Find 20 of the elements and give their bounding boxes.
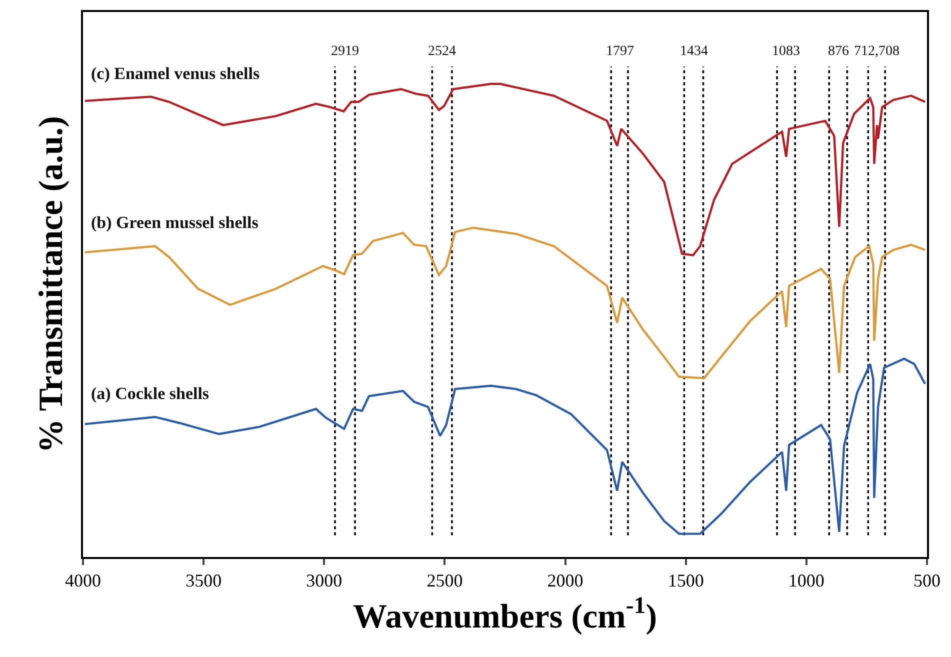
x-tick-label: 2500 xyxy=(426,570,463,591)
x-tick-label: 3500 xyxy=(186,570,222,591)
text: 1434 xyxy=(680,44,708,59)
x-tick-label: 4000 xyxy=(65,570,101,591)
x-axis-title: Wavenumbers (cm$^{-1}$) xyxy=(352,593,658,636)
text: 876 xyxy=(828,44,849,59)
series-label: (a) Cockle shells xyxy=(91,384,210,403)
text: 2524 xyxy=(428,44,456,59)
text: 1083 xyxy=(772,44,800,59)
text: 2919 xyxy=(331,44,359,59)
text: 712,708 xyxy=(854,44,900,59)
text: 1797 xyxy=(606,44,634,59)
x-tick-label: 2000 xyxy=(547,570,584,591)
x-tick-label: 1000 xyxy=(788,570,824,591)
series-label: (b) Green mussel shells xyxy=(91,213,259,232)
x-tick-label: 500 xyxy=(914,570,940,591)
y-axis-title: % Transmittance (a.u.) xyxy=(33,116,70,453)
x-tick-label: 3000 xyxy=(306,570,342,591)
x-tick-label: 1500 xyxy=(668,570,704,591)
series-label: (c) Enamel venus shells xyxy=(91,64,260,83)
